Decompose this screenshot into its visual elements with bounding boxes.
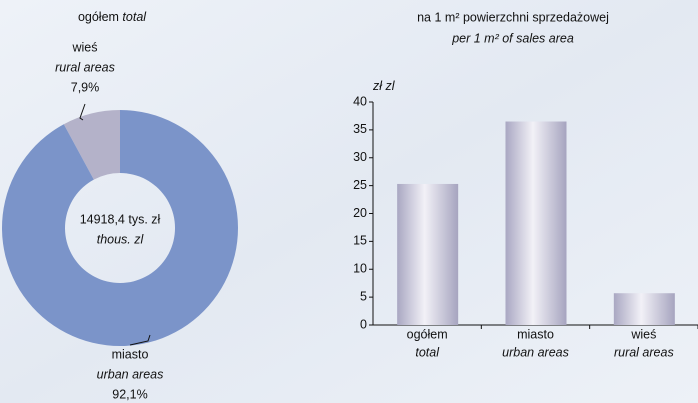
donut-slice	[63, 110, 120, 180]
slice-label: wieś	[71, 40, 97, 54]
y-tick-label: 25	[353, 178, 367, 192]
slice-value-label: 7,9%	[71, 80, 100, 94]
y-tick-label: 5	[360, 289, 367, 303]
y-tick-label: 15	[353, 234, 367, 248]
donut-slice	[1, 110, 238, 346]
y-tick-label: 10	[353, 262, 367, 276]
bar	[505, 121, 567, 325]
slice-label: miasto	[112, 347, 149, 361]
leader-line	[129, 334, 151, 346]
y-tick-label: 35	[353, 122, 367, 136]
x-tick-label-en: rural areas	[614, 345, 674, 359]
y-axis-label: zł zl	[372, 79, 396, 93]
slice-label-en: rural areas	[55, 60, 115, 74]
y-tick-label: 40	[353, 94, 367, 108]
donut-center-label: 14918,4 tys. zł	[80, 212, 161, 226]
slice-value-label: 92,1%	[112, 387, 147, 401]
y-tick-label: 30	[353, 150, 367, 164]
x-tick-label: ogółem	[407, 327, 448, 341]
donut-center-label: thous. zl	[97, 232, 145, 246]
x-tick-label-en: urban areas	[502, 345, 569, 359]
slice-label-en: urban areas	[97, 367, 164, 381]
y-tick-label: 20	[353, 206, 367, 220]
y-tick-label: 0	[360, 317, 367, 331]
x-tick-label: wieś	[630, 327, 656, 341]
bar	[397, 183, 459, 325]
x-tick-label-en: total	[415, 345, 440, 359]
donut-title: ogółem total	[78, 10, 147, 24]
x-tick-label: miasto	[517, 327, 554, 341]
bar-title: na 1 m² powierzchni sprzedażowej	[417, 10, 609, 24]
bar	[613, 293, 675, 325]
bar-subtitle: per 1 m² of sales area	[451, 31, 574, 45]
leader-line	[79, 103, 86, 121]
